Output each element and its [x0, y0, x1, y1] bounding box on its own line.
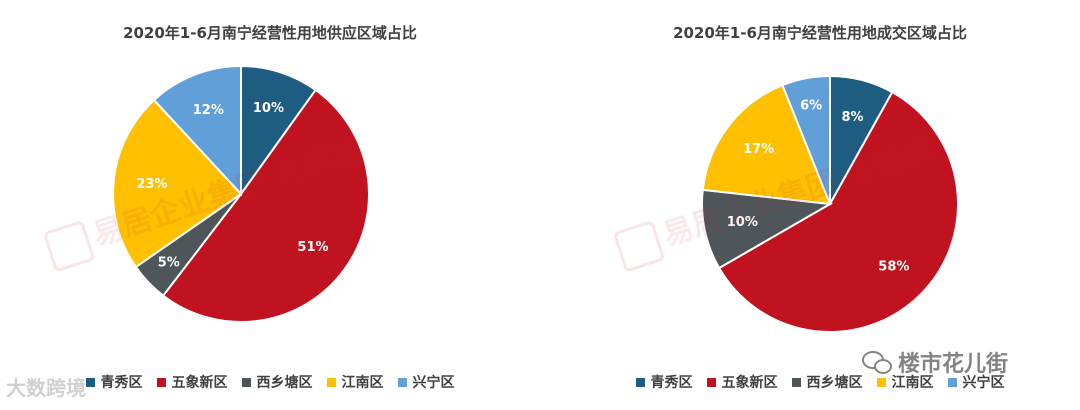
pie-slice-1 — [161, 88, 370, 323]
pie-slice-1 — [717, 90, 959, 333]
pie-slice-label-4: 12% — [193, 103, 224, 118]
pie-slice-0 — [240, 64, 317, 198]
transaction-chart-title: 2020年1-6月南宁经营性用地成交区域占比 — [673, 24, 967, 42]
pie-slice-label-2: 5% — [158, 255, 180, 270]
transaction-pie-chart: 8% 58% 10% 17% 6% — [701, 74, 959, 333]
legend-swatch — [241, 377, 251, 387]
legend-swatch — [876, 377, 886, 387]
legend-swatch — [156, 377, 166, 387]
legend-item-wuxiang: 五象新区 — [706, 372, 778, 392]
legend-label: 江南区 — [341, 375, 384, 391]
legend-item-qingxiu: 青秀区 — [85, 372, 143, 392]
supply-chart-panel: 2020年1-6月南宁经营性用地供应区域占比 10% 51% 5% 23% 12% 青秀… — [10, 0, 530, 410]
legend-label: 青秀区 — [100, 375, 143, 391]
legend-swatch — [326, 377, 336, 387]
legend-label: 五象新区 — [171, 375, 228, 391]
legend-swatch — [706, 377, 716, 387]
pie-slice-label-0: 10% — [253, 101, 284, 116]
legend-swatch — [947, 377, 957, 387]
legend-swatch — [635, 377, 645, 387]
legend-item-wuxiang: 五象新区 — [156, 372, 228, 392]
transaction-chart-panel: 2020年1-6月南宁经营性用地成交区域占比 8% 58% 10% 17% 6% 青秀区… — [560, 0, 1080, 410]
pie-slice-label-1: 51% — [297, 240, 328, 255]
legend-label: 西乡塘区 — [256, 375, 313, 391]
supply-pie-chart: 10% 51% 5% 23% 12% — [112, 64, 370, 323]
legend-swatch — [791, 377, 801, 387]
pie-slice-label-2: 10% — [727, 215, 758, 230]
pie-slice-2 — [701, 188, 834, 270]
legend-item-xixiangtang: 西乡塘区 — [241, 372, 313, 392]
pie-slice-label-3: 17% — [743, 142, 774, 157]
legend-label: 五象新区 — [721, 375, 778, 391]
supply-chart-title: 2020年1-6月南宁经营性用地供应区域占比 — [123, 24, 417, 42]
legend-swatch — [397, 377, 407, 387]
pie-slice-3 — [112, 98, 243, 269]
supply-chart-legend: 青秀区 五象新区 西乡塘区 江南区 兴宁区 — [10, 372, 530, 392]
pie-slice-4 — [781, 74, 831, 205]
pie-slice-3 — [701, 83, 832, 206]
legend-item-qingxiu: 青秀区 — [635, 372, 693, 392]
pie-slice-4 — [152, 64, 242, 197]
legend-item-jiangnan: 江南区 — [326, 372, 384, 392]
legend-item-xixiangtang: 西乡塘区 — [791, 372, 863, 392]
legend-item-jiangnan: 江南区 — [876, 372, 934, 392]
legend-label: 兴宁区 — [412, 375, 455, 391]
legend-swatch — [85, 377, 95, 387]
legend-item-xingning: 兴宁区 — [397, 372, 455, 392]
legend-label: 江南区 — [891, 375, 934, 391]
pie-slice-label-0: 8% — [841, 110, 863, 125]
legend-label: 青秀区 — [650, 375, 693, 391]
legend-item-xingning: 兴宁区 — [947, 372, 1005, 392]
transaction-chart-legend: 青秀区 五象新区 西乡塘区 江南区 兴宁区 — [560, 372, 1080, 392]
pie-slice-label-1: 58% — [878, 259, 909, 274]
legend-label: 西乡塘区 — [806, 375, 863, 391]
legend-label: 兴宁区 — [962, 375, 1005, 391]
pie-slice-label-4: 6% — [800, 98, 822, 113]
pie-slice-label-3: 23% — [136, 177, 167, 192]
